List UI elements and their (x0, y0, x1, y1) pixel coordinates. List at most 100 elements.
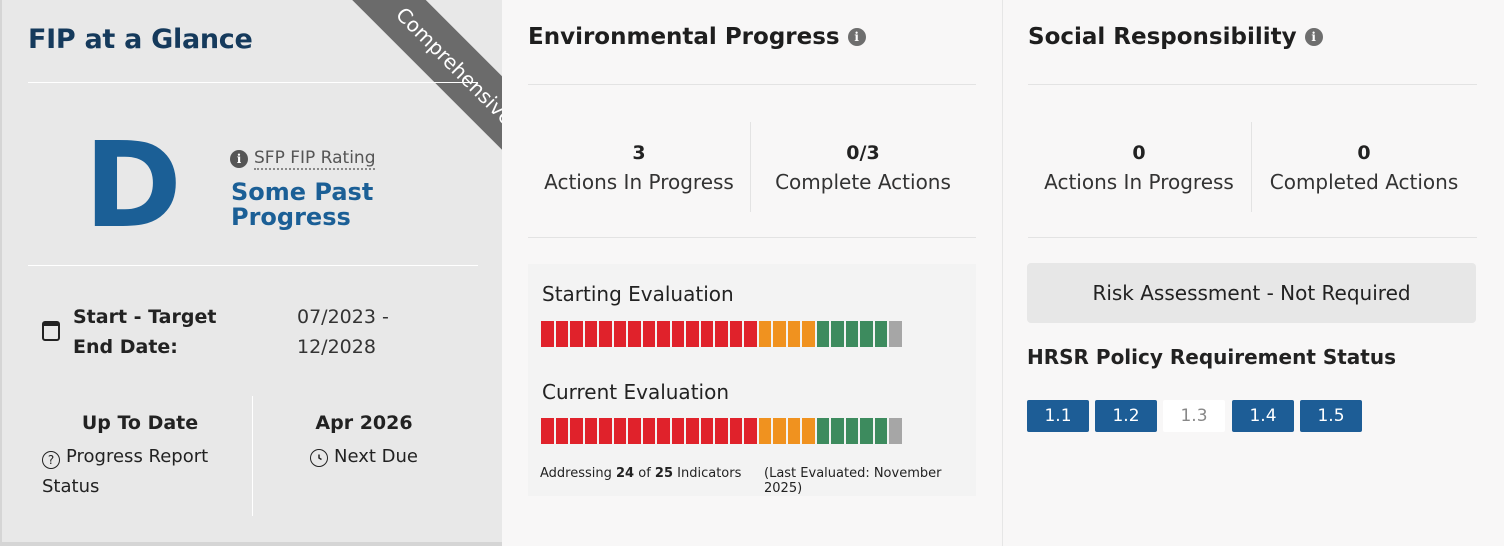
indicator-bar-green (874, 321, 887, 347)
indicator-bar-red (613, 418, 626, 444)
social-stat-completed-actions: 0 Completed Actions (1253, 142, 1475, 194)
rating-name: Some Past Progress (231, 178, 374, 231)
stat-value: 0 (1357, 142, 1371, 164)
divider (1251, 122, 1252, 212)
indicators-total: 25 (654, 466, 674, 481)
fip-glance-panel: FIP at a Glance Comprehensive D i SFP FI… (0, 0, 502, 546)
stat-value: 3 (632, 142, 646, 164)
indicator-bar-red (584, 418, 597, 444)
glance-title: FIP at a Glance (28, 24, 253, 55)
env-stat-actions-in-progress: 3 Actions In Progress (528, 142, 750, 194)
indicator-bar-red (642, 418, 655, 444)
indicator-bar-red (570, 418, 583, 444)
last-evaluated: (Last Evaluated: November 2025) (764, 466, 942, 496)
policy-1-3[interactable]: 1.3 (1163, 400, 1225, 432)
clock-icon (310, 449, 328, 467)
indicator-bar-orange (787, 321, 800, 347)
indicator-bar-red (628, 418, 641, 444)
evaluation-box: Starting Evaluation Current Evaluation A… (528, 264, 976, 496)
divider (28, 82, 478, 83)
indicator-bar-red (599, 321, 612, 347)
indicator-bar-red (671, 321, 684, 347)
indicator-bar-red (686, 321, 699, 347)
indicator-bar-red (584, 321, 597, 347)
calendar-icon (42, 321, 60, 341)
risk-assessment-status: Risk Assessment - Not Required (1027, 263, 1476, 323)
indicator-bar-red (744, 418, 757, 444)
indicator-bar-red (628, 321, 641, 347)
policy-1-1[interactable]: 1.1 (1027, 400, 1089, 432)
progress-report-status-value: Up To Date (81, 412, 199, 434)
indicator-bar-orange (758, 321, 771, 347)
indicator-bar-orange (802, 418, 815, 444)
divider (1028, 84, 1477, 85)
indicator-bar-red (555, 418, 568, 444)
stat-label: Actions In Progress (1044, 170, 1234, 194)
divider (528, 84, 976, 85)
dates-value: 07/2023 - 12/2028 (297, 306, 389, 358)
indicator-bar-green (845, 418, 858, 444)
divider (528, 237, 976, 238)
environmental-title: Environmental Progress (528, 24, 840, 50)
indicator-bar-orange (758, 418, 771, 444)
indicator-bar-orange (773, 418, 786, 444)
starting-evaluation-bars (541, 321, 904, 347)
stat-label: Complete Actions (775, 170, 951, 194)
indicator-bar-orange (773, 321, 786, 347)
stat-value: 0 (1132, 142, 1146, 164)
policy-1-4[interactable]: 1.4 (1232, 400, 1294, 432)
policy-1-2[interactable]: 1.2 (1095, 400, 1157, 432)
rating-label[interactable]: i SFP FIP Rating (230, 148, 376, 170)
indicator-bar-red (715, 321, 728, 347)
indicator-bar-red (715, 418, 728, 444)
indicator-bar-red (729, 321, 742, 347)
divider (1028, 237, 1477, 238)
info-icon[interactable]: i (1304, 28, 1323, 46)
indicator-bar-green (860, 418, 873, 444)
indicator-bar-red (700, 321, 713, 347)
next-due-text: Next Due (334, 446, 418, 467)
evaluation-footer: Addressing 24 of 25 Indicators (Last Eva… (540, 466, 970, 496)
indicator-bar-red (613, 321, 626, 347)
stat-label: Completed Actions (1269, 170, 1459, 194)
indicator-bar-red (555, 321, 568, 347)
indicator-bar-red (729, 418, 742, 444)
next-due-label: Next Due (264, 442, 464, 472)
social-title: Social Responsibility (1028, 24, 1297, 50)
indicator-bar-green (831, 418, 844, 444)
question-circle-icon[interactable]: ? (42, 451, 60, 469)
indicator-bar-red (686, 418, 699, 444)
indicator-bar-gray (889, 321, 902, 347)
indicator-bar-green (816, 321, 829, 347)
indicator-bar-red (744, 321, 757, 347)
indicators-addressed: 24 (616, 466, 635, 481)
hrsr-title: HRSR Policy Requirement Status (1027, 345, 1397, 369)
footer-of: of (638, 466, 651, 481)
stat-label: Actions In Progress (544, 170, 734, 194)
environmental-title-row: Environmental Progress i (528, 24, 866, 50)
rating-label-text[interactable]: SFP FIP Rating (254, 148, 376, 170)
info-icon[interactable]: i (230, 150, 248, 168)
current-evaluation-bars (541, 418, 904, 444)
next-due-value: Apr 2026 (315, 412, 413, 434)
indicator-bar-red (541, 321, 554, 347)
divider (28, 265, 478, 266)
info-icon[interactable]: i (847, 28, 866, 46)
indicator-bar-red (700, 418, 713, 444)
footer-suffix: Indicators (677, 466, 742, 481)
indicator-bar-green (845, 321, 858, 347)
indicator-bar-green (860, 321, 873, 347)
indicator-bar-orange (802, 321, 815, 347)
policy-1-5[interactable]: 1.5 (1300, 400, 1362, 432)
indicator-bar-gray (889, 418, 902, 444)
indicator-bar-red (657, 321, 670, 347)
divider (252, 396, 253, 516)
indicator-bar-green (816, 418, 829, 444)
social-title-row: Social Responsibility i (1028, 24, 1323, 50)
footer-prefix: Addressing (540, 466, 612, 481)
indicator-bar-green (874, 418, 887, 444)
indicator-bar-orange (787, 418, 800, 444)
dates-label: Start - Target End Date: (73, 306, 217, 358)
progress-report-status-label[interactable]: ? Progress Report Status (42, 442, 242, 502)
stat-value: 0/3 (846, 142, 880, 164)
